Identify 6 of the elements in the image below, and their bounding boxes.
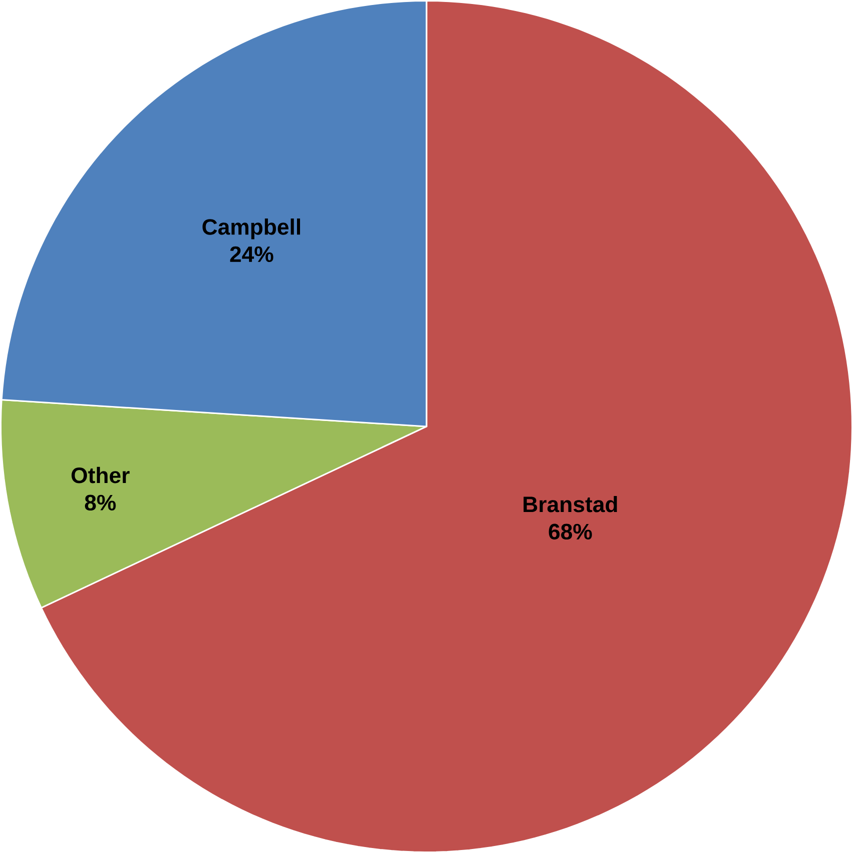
data-label: 8% [84, 494, 116, 511]
data-label: 24% [230, 246, 274, 262]
slice-label: Branstad [524, 496, 617, 512]
slice-label: Other [72, 466, 130, 484]
slice-label: Campbell [202, 218, 300, 240]
data-label: 68% [548, 524, 592, 540]
